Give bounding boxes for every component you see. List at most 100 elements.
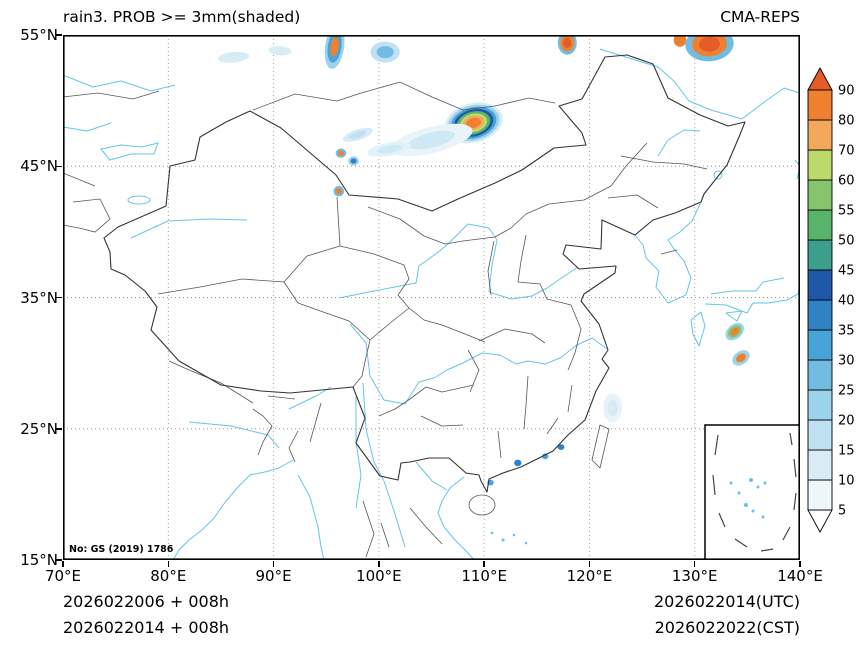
model-name: CMA-REPS — [720, 8, 800, 26]
lon-tick-label: 80°E — [150, 567, 187, 585]
lon-tick — [693, 561, 696, 567]
precip-shaded-area — [557, 35, 577, 55]
lon-tick-label: 140°E — [777, 567, 823, 585]
precip-contour-ring — [673, 35, 687, 47]
colorbar-tick-label: 45 — [838, 264, 855, 279]
colorbar-band — [807, 479, 833, 511]
precip-contour-ring — [349, 130, 367, 139]
map-canvas: No: GS (2019) 1786 — [63, 35, 801, 561]
lon-tick — [378, 561, 380, 567]
colorbar-tick-label: 30 — [838, 354, 855, 369]
colorbar-tick-label: 35 — [838, 324, 855, 339]
init-time-line-1: 2026022006 + 008h — [63, 592, 230, 611]
precip-contour-ring — [335, 188, 342, 195]
colorbar-band — [807, 89, 833, 121]
province-borders — [157, 142, 708, 516]
precip-contour-ring — [730, 327, 739, 336]
lat-tick — [56, 34, 62, 36]
colorbar-tick-label: 20 — [838, 414, 855, 429]
precip-shaded-area — [725, 322, 744, 341]
colorbar-band — [807, 269, 833, 301]
lon-tick-label: 120°E — [566, 567, 613, 585]
precip-shaded-area — [342, 127, 373, 142]
precip-contour-ring — [563, 37, 572, 48]
precip-contour-ring — [542, 453, 549, 460]
time-footer: 2026022006 + 008h 2026022014 + 008h 2026… — [63, 589, 800, 641]
hainan-outline — [468, 494, 496, 516]
precip-shaded-area — [367, 141, 412, 157]
precip-contour-ring — [607, 399, 618, 417]
precip-contour-ring — [376, 144, 402, 154]
lon-tick — [483, 561, 485, 567]
colorbar-band — [807, 329, 833, 361]
colorbar-band — [807, 209, 833, 241]
colorbar-tick-label: 40 — [838, 294, 855, 309]
lat-tick-label: 25°N — [20, 419, 58, 438]
lon-tick — [62, 561, 64, 567]
precip-shaded-area — [732, 350, 750, 366]
lon-tick-label: 90°E — [255, 567, 292, 585]
colorbar-tick-label: 90 — [838, 84, 855, 99]
lon-tick — [799, 561, 801, 567]
rivers-lakes-coastlines — [63, 48, 800, 560]
colorbar-tick-label: 25 — [838, 384, 855, 399]
precip-shaded-area — [333, 185, 345, 197]
lat-tick-label: 15°N — [20, 551, 58, 569]
colorbar-band — [807, 359, 833, 391]
precip-contour-ring — [217, 51, 250, 63]
precip-shaded-area — [348, 156, 359, 166]
lon-tick — [272, 561, 275, 567]
precip-shaded-area — [324, 35, 345, 69]
precip-shaded-area — [542, 453, 549, 460]
precip-contour-ring — [514, 459, 522, 467]
lon-tick-label: 110°E — [461, 567, 507, 585]
precip-probability-shading — [217, 35, 750, 486]
lat-tick-label: 45°N — [20, 157, 58, 176]
china-outline — [103, 54, 746, 493]
graticule-grid — [63, 35, 800, 560]
license-watermark: No: GS (2019) 1786 — [69, 544, 174, 555]
precip-shaded-area — [673, 35, 687, 47]
lake-khanka — [713, 170, 723, 180]
foreign-borders — [63, 81, 678, 558]
colorbar-tick-label: 60 — [838, 174, 855, 189]
lon-tick-label: 130°E — [671, 567, 718, 585]
lat-tick-label: 55°N — [20, 26, 58, 44]
precip-shaded-area — [514, 459, 522, 467]
precip-shaded-area — [603, 393, 623, 423]
lon-tick-label: 70°E — [44, 567, 82, 585]
precip-contour-ring — [736, 353, 746, 363]
colorbar-band — [807, 239, 833, 271]
taiwan-outline — [591, 424, 610, 469]
precip-shaded-area — [217, 51, 250, 63]
colorbar-tick-label: 50 — [838, 234, 855, 249]
lat-tick — [56, 559, 62, 561]
colorbar: 5 10 15 20 25 30 35 40 45 50 55 60 70 80 90 — [804, 66, 860, 550]
lat-tick — [56, 296, 62, 299]
south-china-sea-islets — [490, 531, 528, 545]
plot-title: rain3. PROB >= 3mm(shaded) — [63, 8, 301, 26]
init-time-line-2: 2026022014 + 008h — [63, 618, 230, 637]
valid-time-utc: 2026022014(UTC) — [654, 592, 800, 611]
precip-contour-ring — [350, 158, 357, 164]
map-border — [63, 35, 801, 561]
lat-tick — [56, 165, 62, 167]
init-times: 2026022006 + 008h 2026022014 + 008h — [63, 589, 229, 641]
colorbar-tick-label: 15 — [838, 444, 855, 459]
colorbar-tick-label: 10 — [838, 474, 855, 489]
precip-shaded-area — [268, 46, 292, 56]
precip-shaded-area — [335, 148, 347, 158]
precip-contour-ring — [330, 37, 339, 57]
precip-contour-ring — [699, 36, 720, 52]
lon-tick — [167, 561, 170, 567]
lat-tick — [56, 428, 62, 430]
precip-shaded-area — [557, 444, 565, 450]
precip-shaded-area — [370, 41, 400, 63]
colorbar-band — [807, 179, 833, 211]
colorbar-band — [807, 119, 833, 151]
inset-islands — [729, 478, 767, 519]
colorbar-band — [807, 419, 833, 451]
title-row: rain3. PROB >= 3mm(shaded) CMA-REPS — [63, 8, 800, 26]
valid-time-cst: 2026022022(CST) — [654, 618, 800, 637]
